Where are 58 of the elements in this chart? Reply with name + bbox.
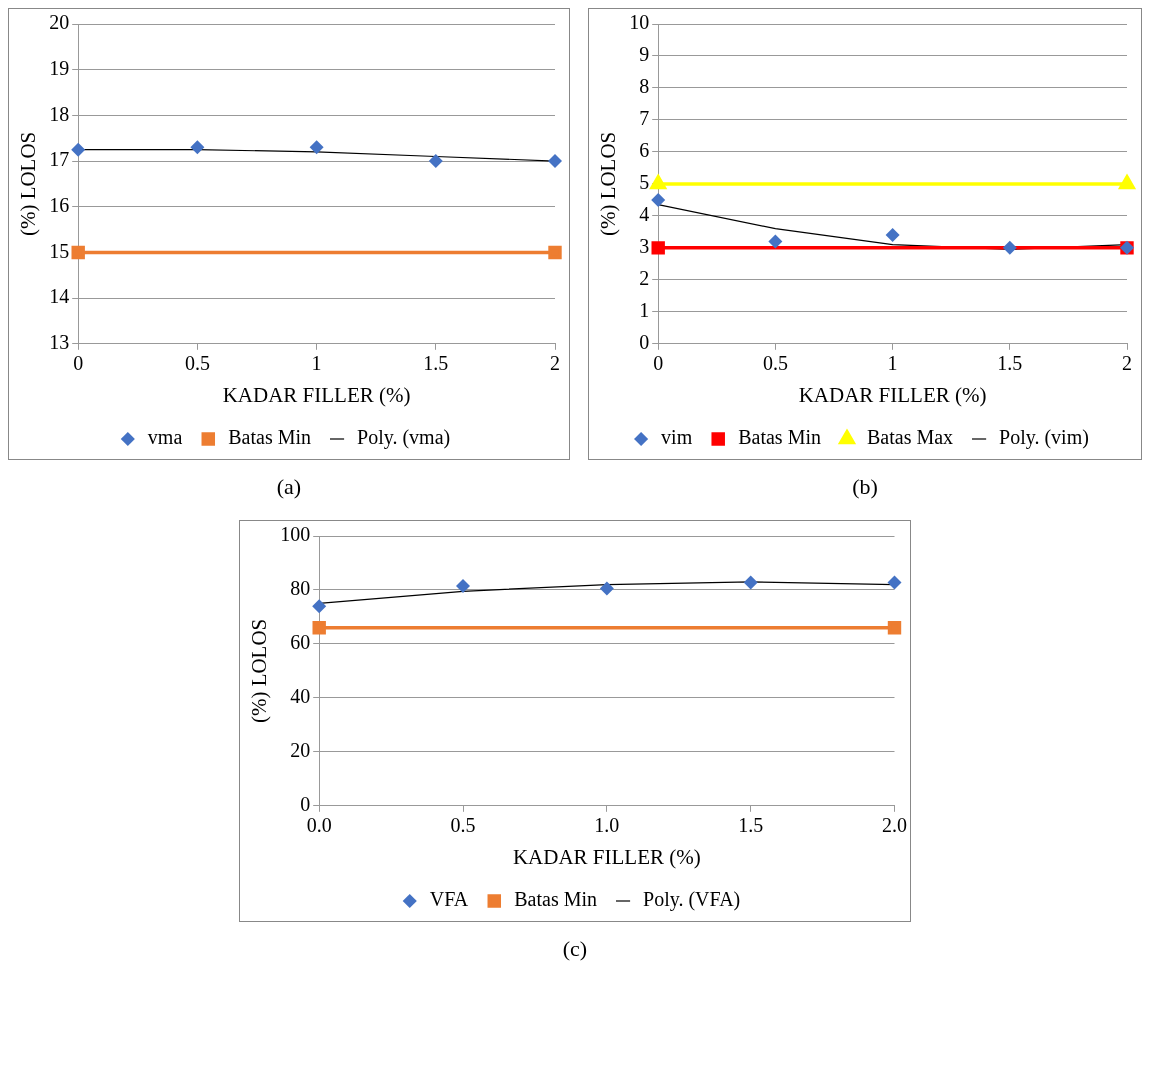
- legend-label: Batas Min: [738, 426, 821, 449]
- y-axis-title: (%) LOLOS: [247, 618, 272, 724]
- x-tick-label: 0: [653, 352, 664, 375]
- legend-label: Batas Min: [514, 888, 598, 911]
- legend-label: VFA: [429, 888, 469, 911]
- legend-label: Batas Max: [866, 426, 954, 449]
- text: (a): [276, 474, 302, 500]
- y-tick-label: 17: [49, 148, 70, 171]
- legend-label: Poly. (vim): [999, 426, 1089, 450]
- x-tick-label: 0.5: [762, 352, 788, 375]
- x-tick-label: 2: [1122, 352, 1132, 375]
- y-tick-label: 0: [639, 331, 650, 354]
- y-tick-label: 15: [49, 239, 70, 262]
- y-tick-label: 19: [49, 56, 70, 79]
- legend-label: Poly. (VFA): [643, 888, 741, 912]
- y-tick-label: 80: [290, 577, 311, 600]
- x-tick-label: 1.5: [738, 814, 764, 837]
- y-tick-label: 4: [639, 203, 650, 226]
- y-tick-label: 1: [639, 299, 650, 322]
- x-tick-label: 1.5: [423, 352, 449, 375]
- y-tick-label: 60: [290, 631, 311, 654]
- legend-label: vma: [147, 426, 183, 449]
- y-tick-label: 13: [49, 331, 70, 354]
- y-axis-title: (%) LOLOS: [16, 131, 41, 237]
- legend-label: Batas Min: [228, 426, 312, 449]
- y-tick-label: 8: [639, 75, 650, 98]
- x-tick-label: 1: [887, 352, 898, 375]
- x-axis-title: KADAR FILLER (%): [512, 844, 701, 869]
- y-tick-label: 2: [639, 267, 650, 290]
- y-tick-label: 40: [290, 685, 311, 708]
- x-tick-label: 0.5: [184, 352, 210, 375]
- x-tick-label: 2: [550, 352, 560, 375]
- x-tick-label: 2.0: [882, 814, 907, 837]
- y-tick-label: 16: [49, 193, 70, 216]
- x-axis-title: KADAR FILLER (%): [222, 382, 411, 407]
- x-tick-label: 1.0: [594, 814, 620, 837]
- y-tick-label: 100: [280, 523, 311, 546]
- x-axis-title: KADAR FILLER (%): [798, 382, 987, 407]
- y-tick-label: 20: [49, 11, 70, 34]
- y-tick-label: 0: [300, 793, 311, 816]
- y-tick-label: 9: [639, 43, 650, 66]
- legend-label: Poly. (vma): [357, 426, 451, 450]
- x-tick-label: 0.0: [306, 814, 332, 837]
- y-tick-label: 3: [639, 235, 650, 258]
- text: (b): [852, 474, 878, 500]
- y-tick-label: 14: [49, 285, 70, 308]
- legend-label: vim: [661, 426, 693, 449]
- x-tick-label: 0: [73, 352, 84, 375]
- y-tick-label: 7: [639, 107, 650, 130]
- y-tick-label: 18: [49, 102, 70, 125]
- y-tick-label: 20: [290, 739, 311, 762]
- text: (c): [562, 936, 588, 962]
- x-tick-label: 1.5: [997, 352, 1023, 375]
- x-tick-label: 0.5: [450, 814, 476, 837]
- y-axis-title: (%) LOLOS: [596, 131, 621, 237]
- y-tick-label: 10: [629, 11, 650, 34]
- y-tick-label: 6: [639, 139, 650, 162]
- y-tick-label: 5: [639, 171, 650, 194]
